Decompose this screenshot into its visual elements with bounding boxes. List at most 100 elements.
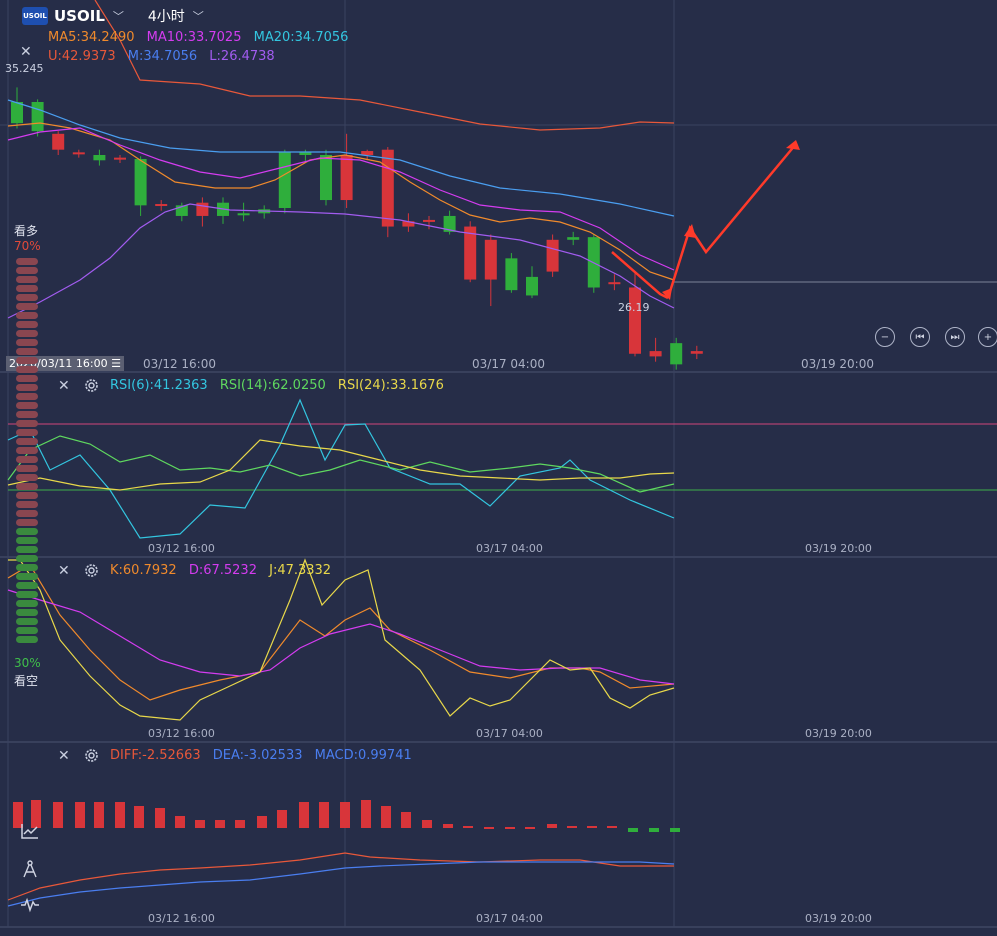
macd-bar [175, 816, 185, 828]
rsi24-value: RSI(24):33.1676 [337, 378, 444, 393]
macd-legend: DIFF:-2.52663 DEA:-3.02533 MACD:0.99741 [110, 748, 420, 763]
close-icon[interactable]: ✕ [20, 44, 32, 60]
sentiment-tick [16, 465, 38, 472]
zoom-in-button[interactable]: + [978, 327, 997, 347]
macd-bar [134, 806, 144, 828]
sentiment-tick [16, 627, 38, 634]
symbol-selector[interactable]: USOIL [54, 7, 105, 25]
macd-bar [31, 800, 41, 828]
rsi14-line [7, 435, 675, 493]
x-label: 03/19 20:00 [805, 542, 872, 555]
sentiment-tick [16, 339, 38, 346]
macd-bar [340, 802, 350, 828]
sentiment-tick [16, 555, 38, 562]
macd-bar [277, 810, 287, 828]
macd-bar [670, 828, 680, 832]
sentiment-tick [16, 420, 38, 427]
sentiment-tick [16, 519, 38, 526]
candle-body [443, 215, 456, 232]
j-line [8, 558, 675, 721]
short-label: 看空 [14, 674, 39, 688]
chevron-down-icon[interactable]: ﹀ [192, 10, 204, 23]
x-label: 03/19 20:00 [805, 912, 872, 925]
x-label: 03/12 16:00 [148, 727, 215, 740]
sentiment-tick [16, 330, 38, 337]
close-icon[interactable]: ✕ [58, 748, 70, 764]
macd-bar [547, 824, 557, 828]
sentiment-tick [16, 384, 38, 391]
gear-icon[interactable] [83, 562, 100, 583]
k-value: K:60.7932 [110, 563, 177, 578]
forecast-arrow [611, 251, 669, 300]
candle-body [72, 152, 85, 155]
sentiment-tick [16, 456, 38, 463]
candle-body [320, 155, 332, 201]
candle-body [423, 219, 435, 222]
trend-chart-icon[interactable] [20, 822, 40, 844]
d-value: D:67.5232 [188, 563, 257, 578]
sentiment-tick [16, 537, 38, 544]
menu-icon: ☰ [111, 357, 121, 370]
compass-draw-icon[interactable] [20, 859, 40, 883]
skip-forward-icon: ⏭ [950, 331, 960, 343]
candle-body [464, 226, 477, 280]
sentiment-tick [16, 267, 38, 274]
candle-body [526, 276, 538, 296]
sentiment-tick [16, 357, 38, 364]
macd-bar [567, 826, 577, 828]
ma-legend: MA5:34.2490 MA10:33.7025 MA20:34.7056 [48, 30, 356, 45]
sentiment-tick [16, 474, 38, 481]
x-label: 03/12 16:00 [148, 912, 215, 925]
close-icon[interactable]: ✕ [58, 563, 70, 579]
sentiment-bar [14, 258, 40, 645]
rsi6-value: RSI(6):41.2363 [110, 378, 208, 393]
boll-mid-value: M:34.7056 [127, 49, 198, 64]
zoom-out-button[interactable]: − [875, 327, 895, 347]
macd-bar [215, 820, 225, 828]
x-label: 03/17 04:00 [472, 357, 545, 371]
chevron-down-icon[interactable]: ﹀ [112, 10, 124, 23]
long-percent: 70% [14, 239, 41, 253]
sentiment-tick [16, 510, 38, 517]
long-label: 看多 [14, 224, 39, 238]
macd-bar [587, 826, 597, 828]
macd-bar [443, 824, 453, 828]
boll-upper-line [94, 0, 675, 131]
x-label: 03/12 16:00 [143, 357, 216, 371]
macd-value: MACD:0.99741 [314, 748, 412, 763]
dea-line [7, 861, 675, 907]
skip-back-icon: ⏮ [915, 331, 925, 343]
sentiment-tick [16, 303, 38, 310]
macd-bar [299, 802, 309, 828]
candle-body [31, 102, 44, 132]
sentiment-tick [16, 366, 38, 373]
sentiment-tick [16, 609, 38, 616]
low-price-marker: 26.19 [618, 301, 650, 314]
diff-line [7, 852, 674, 901]
sentiment-tick [16, 411, 38, 418]
macd-bar [401, 812, 411, 828]
candle-body [690, 351, 703, 354]
gear-icon[interactable] [83, 747, 100, 768]
x-label: 03/19 20:00 [801, 357, 874, 371]
jump-start-button[interactable]: ⏮ [910, 327, 930, 347]
candle-body [175, 205, 188, 216]
x-label: 03/17 04:00 [476, 727, 543, 740]
gear-icon[interactable] [83, 377, 100, 398]
candle-body [608, 282, 621, 285]
sentiment-tick [16, 591, 38, 598]
period-selector[interactable]: 4小时 [147, 9, 185, 25]
close-icon[interactable]: ✕ [58, 378, 70, 394]
waveform-icon[interactable] [20, 897, 40, 917]
candle-body [381, 149, 394, 227]
sentiment-tick [16, 501, 38, 508]
sentiment-tick [16, 492, 38, 499]
sentiment-tick [16, 312, 38, 319]
sentiment-tick [16, 393, 38, 400]
candle-body [484, 239, 497, 280]
candle-body [11, 102, 23, 124]
candle-body [155, 204, 168, 207]
arrow-head [786, 140, 800, 150]
jump-end-button[interactable]: ⏭ [945, 327, 965, 347]
